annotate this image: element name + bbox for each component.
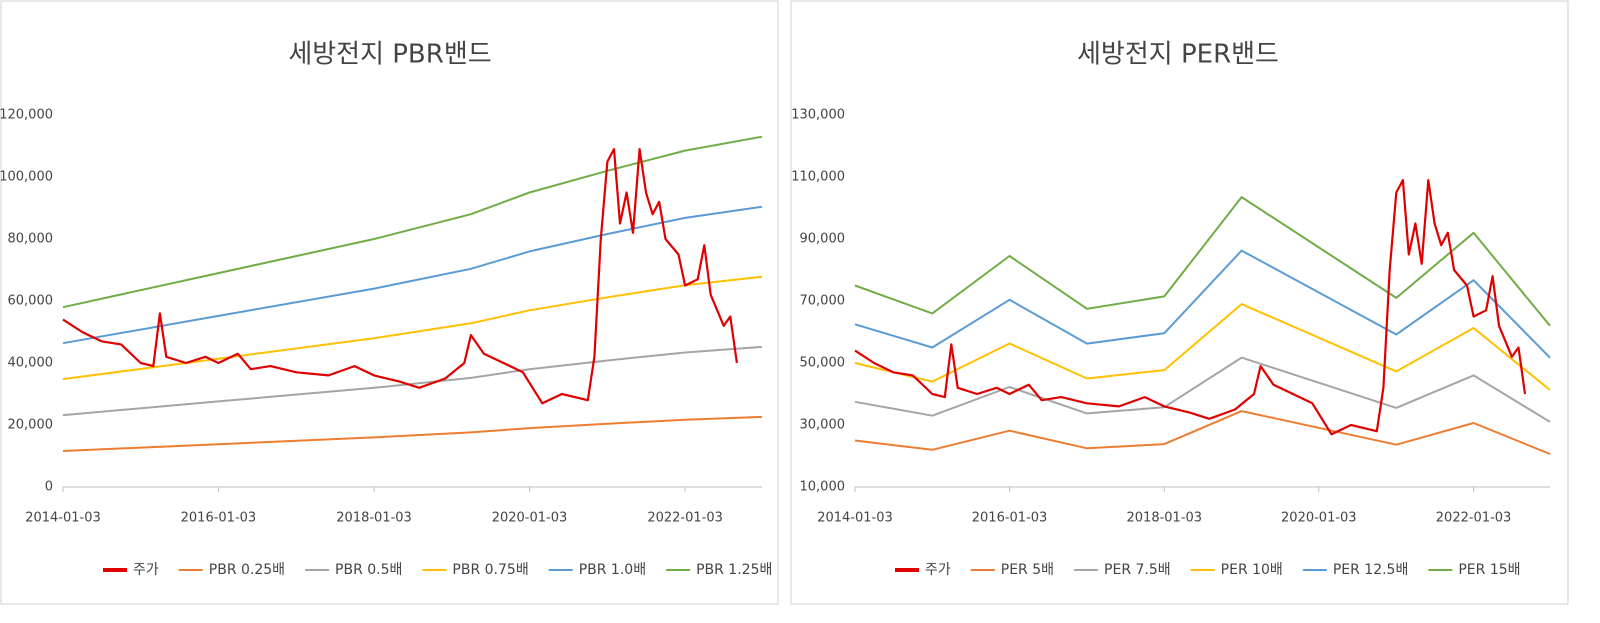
legend-label: PBR 0.75배 [452,562,528,578]
legend-label: PER 15배 [1458,562,1520,578]
series-line [62,205,763,345]
x-tick-label: 2022-01-03 [1436,511,1512,526]
legend-label: 주가 [133,562,159,578]
x-tick-label: 2014-01-03 [817,511,893,526]
x-tick-label: 2014-01-03 [25,511,101,526]
series-line [854,410,1551,455]
chart-title: 세방전지 PBR밴드 [288,40,491,70]
x-tick-label: 2020-01-03 [1281,511,1357,526]
series-line [62,345,763,417]
panel-border [0,0,779,605]
y-tick-label: 0 [45,480,53,495]
y-tick-label: 40,000 [8,356,54,371]
legend-label: PBR 1.25배 [696,562,772,578]
series-line [854,249,1551,359]
y-tick-label: 90,000 [800,232,846,247]
panel-border [790,0,1569,605]
series-line [854,179,1527,436]
y-tick-label: 50,000 [800,356,846,371]
x-tick-label: 2022-01-03 [647,511,723,526]
series-line [62,148,738,405]
y-tick-label: 20,000 [8,418,54,433]
legend-label: 주가 [925,562,951,578]
legend-label: PER 10배 [1221,562,1283,578]
x-tick-label: 2018-01-03 [1127,511,1203,526]
legend-label: PBR 0.5배 [335,562,402,578]
chart-title: 세방전지 PER밴드 [1077,40,1279,70]
y-tick-label: 70,000 [800,294,846,309]
series-line [854,196,1551,327]
y-tick-label: 100,000 [0,170,53,185]
series-line [62,135,763,309]
series-line [854,303,1551,391]
legend-label: PER 7.5배 [1104,562,1171,578]
x-tick-label: 2016-01-03 [972,511,1048,526]
y-tick-label: 80,000 [8,232,54,247]
y-tick-label: 60,000 [8,294,54,309]
legend-label: PER 5배 [1001,562,1054,578]
y-tick-label: 30,000 [800,418,846,433]
legend-label: PER 12.5배 [1333,562,1409,578]
y-tick-label: 10,000 [800,480,846,495]
series-line [62,415,763,452]
y-tick-label: 110,000 [791,170,845,185]
x-tick-label: 2018-01-03 [336,511,412,526]
x-tick-label: 2020-01-03 [492,511,568,526]
series-line [62,275,763,381]
y-tick-label: 120,000 [0,108,53,123]
y-tick-label: 130,000 [791,108,845,123]
x-tick-label: 2016-01-03 [181,511,257,526]
legend-label: PBR 0.25배 [209,562,285,578]
legend-label: PBR 1.0배 [579,562,646,578]
